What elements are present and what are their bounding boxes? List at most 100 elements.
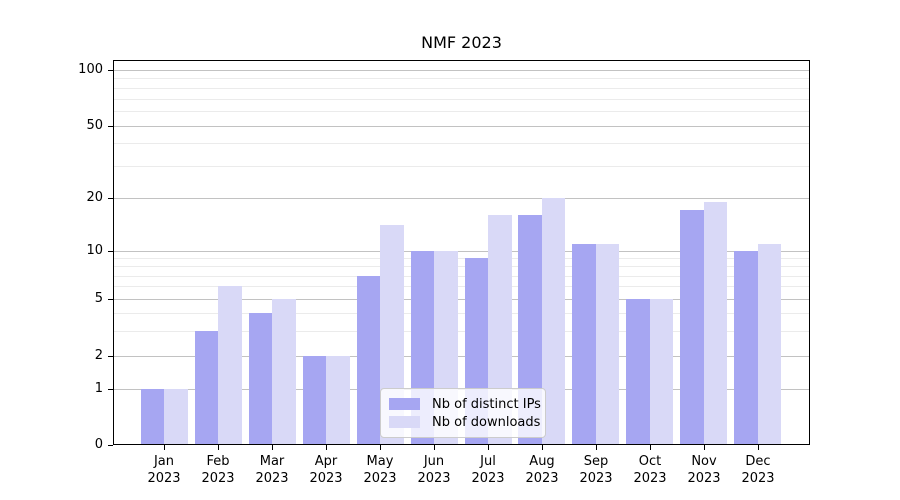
x-tick-mark [218,445,219,450]
y-gridline-major [113,299,810,300]
legend: Nb of distinct IPs Nb of downloads [380,388,546,438]
bar-distinct-ips-oct [626,299,650,445]
y-gridline-major [113,70,810,71]
x-tick-year: 2023 [363,471,397,486]
bar-distinct-ips-mar [248,312,273,445]
bar-distinct-ips-aug [518,214,542,445]
x-tick-year: 2023 [201,471,235,486]
x-tick-label-apr: Apr 2023 [294,453,358,487]
legend-row-downloads: Nb of downloads [389,413,541,431]
x-tick-label-jun: Jun 2023 [402,453,466,487]
x-tick-label-feb: Feb 2023 [186,453,250,487]
x-tick-year: 2023 [471,471,505,486]
y-tick-mark [108,70,113,71]
y-tick-mark [108,126,113,127]
y-tick-mark [108,445,113,446]
y-tick-label: 10 [86,243,103,258]
x-tick-year: 2023 [255,471,289,486]
legend-swatch-distinct-ips [389,398,420,410]
bar-downloads-aug [541,198,566,445]
x-tick-label-dec: Dec 2023 [726,453,790,487]
x-tick-year: 2023 [417,471,451,486]
x-tick-year: 2023 [579,471,613,486]
legend-label-downloads: Nb of downloads [432,414,541,430]
y-gridline-minor [113,143,810,144]
y-tick-mark [108,198,113,199]
bar-downloads-feb [218,286,242,445]
y-gridline-minor [113,99,810,100]
bar-downloads-nov [703,201,728,445]
bar-distinct-ips-apr [302,356,327,445]
y-gridline-major [113,126,810,127]
x-tick-mark [704,445,705,450]
bar-downloads-jan [164,389,188,445]
bar-distinct-ips-dec [734,250,758,445]
y-tick-mark [108,251,113,252]
x-tick-mark [488,445,489,450]
y-gridline-major [113,251,810,252]
x-tick-year: 2023 [309,471,343,486]
x-tick-label-mar: Mar 2023 [240,453,304,487]
plot-area-border [113,60,810,445]
y-tick-label: 2 [94,348,103,363]
x-tick-mark [434,445,435,450]
x-tick-mark [758,445,759,450]
x-tick-mark [380,445,381,450]
y-gridline-minor [113,331,810,332]
bar-downloads-sep [595,243,620,445]
x-tick-year: 2023 [741,471,775,486]
y-gridline-minor [113,88,810,89]
x-tick-label-nov: Nov 2023 [672,453,736,487]
y-tick-label: 100 [78,62,103,77]
x-tick-mark [164,445,165,450]
bar-distinct-ips-feb [194,330,219,445]
y-gridline-major [113,198,810,199]
y-tick-mark [108,299,113,300]
bar-distinct-ips-nov [680,210,704,445]
y-tick-mark [108,356,113,357]
x-tick-label-jul: Jul 2023 [456,453,520,487]
y-gridline-minor [113,166,810,167]
bar-distinct-ips-sep [572,243,596,445]
x-tick-year: 2023 [147,471,181,486]
x-tick-label-may: May 2023 [348,453,412,487]
x-tick-label-aug: Aug 2023 [510,453,574,487]
y-gridline-minor [113,276,810,277]
chart-title: NMF 2023 [421,33,502,52]
y-tick-label: 0 [94,437,103,452]
y-gridline-minor [113,266,810,267]
x-tick-year: 2023 [633,471,667,486]
y-tick-mark [108,389,113,390]
bar-downloads-apr [326,356,350,445]
x-tick-label-oct: Oct 2023 [618,453,682,487]
bar-downloads-mar [272,299,296,445]
x-tick-mark [326,445,327,450]
bar-downloads-dec [757,243,782,445]
bar-downloads-oct [649,299,674,445]
bar-downloads-jul [488,214,512,445]
legend-row-distinct-ips: Nb of distinct IPs [389,395,541,413]
y-gridline-minor [113,313,810,314]
y-tick-label: 5 [94,291,103,306]
x-tick-year: 2023 [525,471,559,486]
x-tick-mark [650,445,651,450]
y-gridline-minor [113,111,810,112]
x-tick-mark [542,445,543,450]
x-tick-year: 2023 [687,471,721,486]
y-gridline-minor [113,78,810,79]
x-tick-mark [596,445,597,450]
y-tick-label: 1 [94,381,103,396]
legend-swatch-downloads [389,416,420,428]
x-tick-label-jan: Jan 2023 [132,453,196,487]
y-gridline-minor [113,258,810,259]
y-tick-label: 20 [86,190,103,205]
bar-distinct-ips-may [356,275,381,445]
x-tick-label-sep: Sep 2023 [564,453,628,487]
y-gridline-major [113,356,810,357]
y-gridline-minor [113,286,810,287]
x-tick-mark [272,445,273,450]
bar-distinct-ips-jan [140,389,165,445]
y-tick-label: 50 [86,118,103,133]
legend-label-distinct-ips: Nb of distinct IPs [432,396,541,412]
